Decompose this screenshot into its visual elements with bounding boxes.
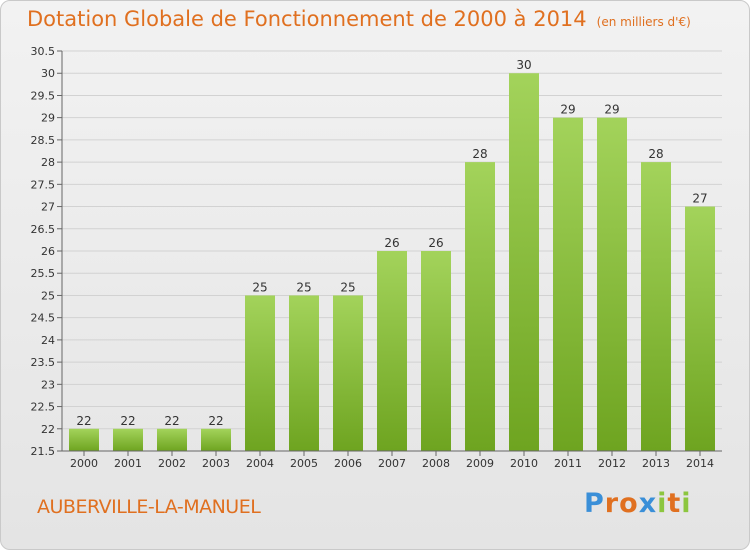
y-tick-label: 24.5 [31,312,56,325]
bar-2010 [509,73,539,451]
x-tick-label: 2008 [422,457,450,470]
bar-value-label: 26 [428,236,443,250]
bar-2006 [333,295,363,451]
y-tick-label: 21.5 [31,445,56,458]
bar-2004 [245,295,275,451]
bar-2007 [377,251,407,451]
chart-title: Dotation Globale de Fonctionnement de 20… [27,7,691,31]
bar-value-label: 22 [76,414,91,428]
x-tick-label: 2012 [598,457,626,470]
bar-2009 [465,162,495,451]
x-tick-label: 2003 [202,457,230,470]
chart-title-text: Dotation Globale de Fonctionnement de 20… [27,7,587,31]
x-tick-label: 2006 [334,457,362,470]
y-tick-label: 27 [41,201,55,214]
bar-2014 [685,206,715,451]
x-tick-label: 2011 [554,457,582,470]
y-tick-label: 28 [41,156,55,169]
y-tick-label: 22.5 [31,401,56,414]
proxiti-logo: Proxiti [584,488,692,519]
bar-2000 [69,428,99,451]
bar-value-label: 29 [560,103,575,117]
bar-value-label: 22 [208,414,223,428]
bar-2002 [157,428,187,451]
bar-value-label: 26 [384,236,399,250]
x-tick-label: 2000 [70,457,98,470]
x-tick-label: 2001 [114,457,142,470]
x-tick-label: 2009 [466,457,494,470]
y-tick-label: 30 [41,67,55,80]
x-tick-label: 2013 [642,457,670,470]
x-tick-label: 2007 [378,457,406,470]
bar-value-label: 28 [472,147,487,161]
bar-2011 [553,117,583,452]
bar-2013 [641,162,671,451]
y-tick-label: 27.5 [31,178,56,191]
bar-value-label: 28 [648,147,663,161]
y-tick-label: 30.5 [31,45,56,58]
bar-2005 [289,295,319,451]
y-tick-label: 22 [41,423,55,436]
bars-group: 22 22 22 22 25 25 25 26 26 28 30 29 29 28 27 [69,58,715,452]
bar-value-label: 22 [120,414,135,428]
x-tick-label: 2014 [686,457,714,470]
bar-value-label: 25 [340,280,355,294]
y-axis: 21.5 22 22.5 23 23.5 24 24.5 25 25.5 26 26.5 27 27.5… [31,45,63,458]
y-tick-label: 28.5 [31,134,56,147]
x-tick-label: 2002 [158,457,186,470]
y-tick-label: 26.5 [31,223,56,236]
x-axis: 2000 2001 2002 2003 2004 2005 2006 2007 2008 2009… [62,450,722,470]
bar-value-label: 29 [604,103,619,117]
bar-value-label: 22 [164,414,179,428]
x-tick-label: 2004 [246,457,274,470]
bar-value-label: 25 [296,280,311,294]
x-tick-label: 2010 [510,457,538,470]
y-tick-label: 25.5 [31,267,56,280]
bar-value-label: 30 [516,58,531,72]
bar-value-label: 27 [692,192,707,206]
y-tick-label: 24 [41,334,55,347]
bar-2008 [421,251,451,451]
bar-2003 [201,428,231,451]
y-tick-label: 26 [41,245,55,258]
commune-name: AUBERVILLE-LA-MANUEL [37,496,261,518]
y-tick-label: 23 [41,378,55,391]
bar-2001 [113,428,143,451]
bar-value-label: 25 [252,280,267,294]
x-tick-label: 2005 [290,457,318,470]
y-tick-label: 29 [41,112,55,125]
y-tick-label: 29.5 [31,89,56,102]
chart-unit: (en milliers d'€) [596,15,691,29]
y-tick-label: 25 [41,289,55,302]
bar-2012 [597,117,627,452]
y-tick-label: 23.5 [31,356,56,369]
